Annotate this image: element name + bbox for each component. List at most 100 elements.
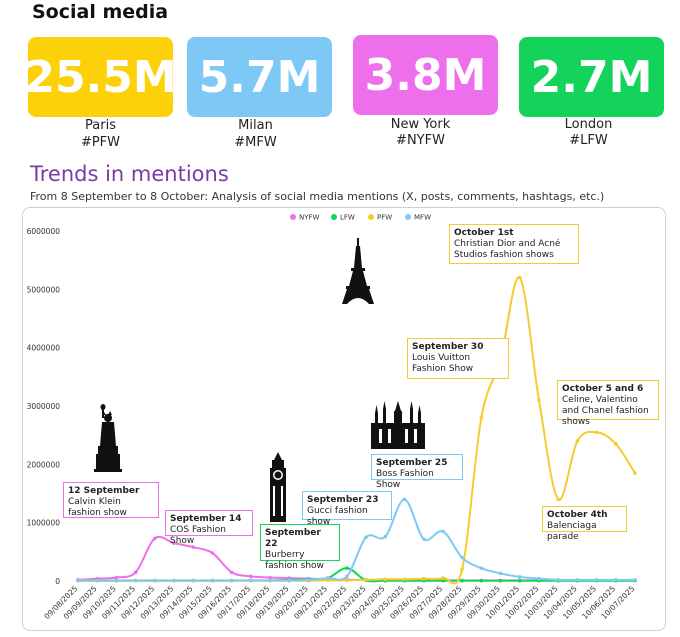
chart-panel: NYFW LFW PFW MFW 0 1000000 2000000 3000000 4000…: [22, 207, 666, 631]
mfw-point: [133, 578, 138, 583]
pfw-legend-label: PFW: [377, 214, 392, 222]
pfw-point: [556, 497, 560, 502]
pfw-point: [421, 576, 426, 581]
nyfw-legend-swatch: [290, 214, 296, 220]
eiffel-tower-icon: [342, 238, 374, 304]
nyfw-point: [249, 574, 253, 579]
mfw-point: [229, 578, 234, 583]
annotation-balenciaga: October 4th Balenciaga parade: [542, 506, 627, 542]
mfw-point: [460, 555, 464, 560]
y-tick-label: 6000000: [27, 227, 61, 236]
mfw-point: [210, 578, 215, 583]
chart-legend: NYFW LFW PFW MFW: [290, 214, 431, 222]
pfw-point: [364, 578, 368, 582]
mfw-point: [153, 578, 157, 583]
nyfw-legend-label: NYFW: [299, 214, 320, 222]
x-axis: 09/08/202509/09/202509/10/202509/11/2025…: [42, 584, 636, 621]
annotation-cos: September 14 COS Fashion Show: [165, 510, 253, 546]
nyfw-point: [229, 570, 234, 575]
nyfw-point: [172, 541, 176, 545]
pfw-point: [633, 471, 637, 475]
pfw-legend-swatch: [368, 214, 374, 220]
pfw-point: [594, 430, 599, 435]
nyfw-point: [191, 545, 196, 549]
mfw-point: [76, 578, 80, 583]
london-city-label: London: [564, 117, 613, 132]
lfw-legend-swatch: [331, 214, 337, 220]
paris-hashtag: #PFW: [80, 135, 121, 150]
nyfw-series: [76, 535, 637, 583]
mfw-point: [594, 578, 599, 582]
nyfw-point: [268, 575, 272, 580]
pfw-point: [345, 578, 349, 583]
mfw-point: [402, 497, 407, 502]
annotation-celine-valentino-chanel: October 5 and 6 Celine, Valentino and Cha…: [557, 380, 659, 427]
annotation-calvin-klein: 12 September Calvin Klein fashion show: [63, 482, 159, 518]
mfw-point: [306, 578, 311, 582]
milan-city-label: Milan: [238, 118, 273, 133]
y-tick-label: 1000000: [27, 519, 61, 528]
lfw-point: [460, 578, 464, 583]
paris-total-tile: 25.5M: [24, 37, 177, 117]
annotation-gucci: September 23 Gucci fashion show: [302, 491, 392, 527]
newyork-total-tile: 3.8M: [353, 35, 498, 115]
big-ben-icon: [270, 452, 286, 522]
london-hashtag: #LFW: [569, 133, 608, 148]
mfw-point: [249, 578, 253, 583]
pfw-point: [460, 567, 464, 572]
mfw-point: [479, 566, 484, 570]
newyork-city-label: New York: [390, 117, 451, 132]
pfw-point: [383, 577, 388, 582]
lfw-point: [479, 578, 484, 583]
section-title: Social media: [32, 1, 169, 23]
annotation-dior-acne: October 1st Christian Dior and Acné Studi…: [449, 224, 579, 264]
mfw-point: [537, 576, 541, 581]
y-tick-label: 3000000: [27, 402, 61, 411]
mfw-legend-label: MFW: [414, 214, 431, 222]
mfw-point: [268, 578, 272, 583]
lfw-point: [498, 578, 503, 583]
lfw-point: [345, 566, 349, 570]
mfw-point: [421, 537, 426, 541]
pfw-point: [537, 398, 541, 402]
milan-cathedral-icon: [371, 401, 425, 449]
mentions-line-chart: NYFW LFW PFW MFW 0 1000000 2000000 3000000 4000…: [27, 214, 637, 621]
pfw-point: [517, 275, 522, 280]
annotation-burberry: September 22 Burberry fashion show: [260, 524, 340, 571]
nyfw-point: [133, 570, 138, 575]
mfw-legend-swatch: [405, 214, 411, 220]
y-tick-label: 4000000: [27, 344, 61, 353]
london-total-tile: 2.7M: [519, 37, 664, 117]
nyfw-point: [114, 575, 119, 580]
pfw-point: [575, 439, 580, 443]
mfw-point: [95, 578, 100, 583]
y-axis: 0 1000000 2000000 3000000 4000000 5000000 6000…: [27, 227, 61, 586]
mfw-point: [575, 578, 580, 582]
paris-city-label: Paris: [85, 118, 116, 133]
mfw-point: [517, 575, 522, 579]
mfw-point: [364, 535, 368, 540]
mfw-point: [325, 576, 330, 580]
mfw-point: [172, 578, 176, 583]
nyfw-point: [153, 536, 157, 541]
annotation-louis-vuitton: September 30 Louis Vuitton Fashion Show: [407, 338, 509, 379]
nyfw-point: [210, 551, 215, 555]
statue-of-liberty-icon: [94, 404, 122, 472]
mfw-point: [556, 578, 560, 582]
mfw-series: [76, 497, 637, 583]
mfw-point: [613, 578, 618, 582]
milan-hashtag: #MFW: [234, 135, 277, 150]
mfw-point: [383, 534, 388, 539]
mfw-point: [114, 578, 119, 583]
trends-subtitle: From 8 September to 8 October: Analysis …: [30, 190, 605, 203]
mfw-point: [345, 574, 349, 579]
newyork-hashtag: #NYFW: [396, 133, 445, 148]
pfw-point: [402, 577, 407, 582]
pfw-point: [613, 442, 618, 446]
mfw-point: [441, 529, 445, 534]
pfw-point: [479, 415, 484, 420]
y-tick-label: 0: [55, 577, 60, 586]
lfw-legend-label: LFW: [340, 214, 355, 222]
annotation-boss: September 25 Boss Fashion Show: [371, 454, 463, 490]
mfw-point: [287, 578, 292, 583]
